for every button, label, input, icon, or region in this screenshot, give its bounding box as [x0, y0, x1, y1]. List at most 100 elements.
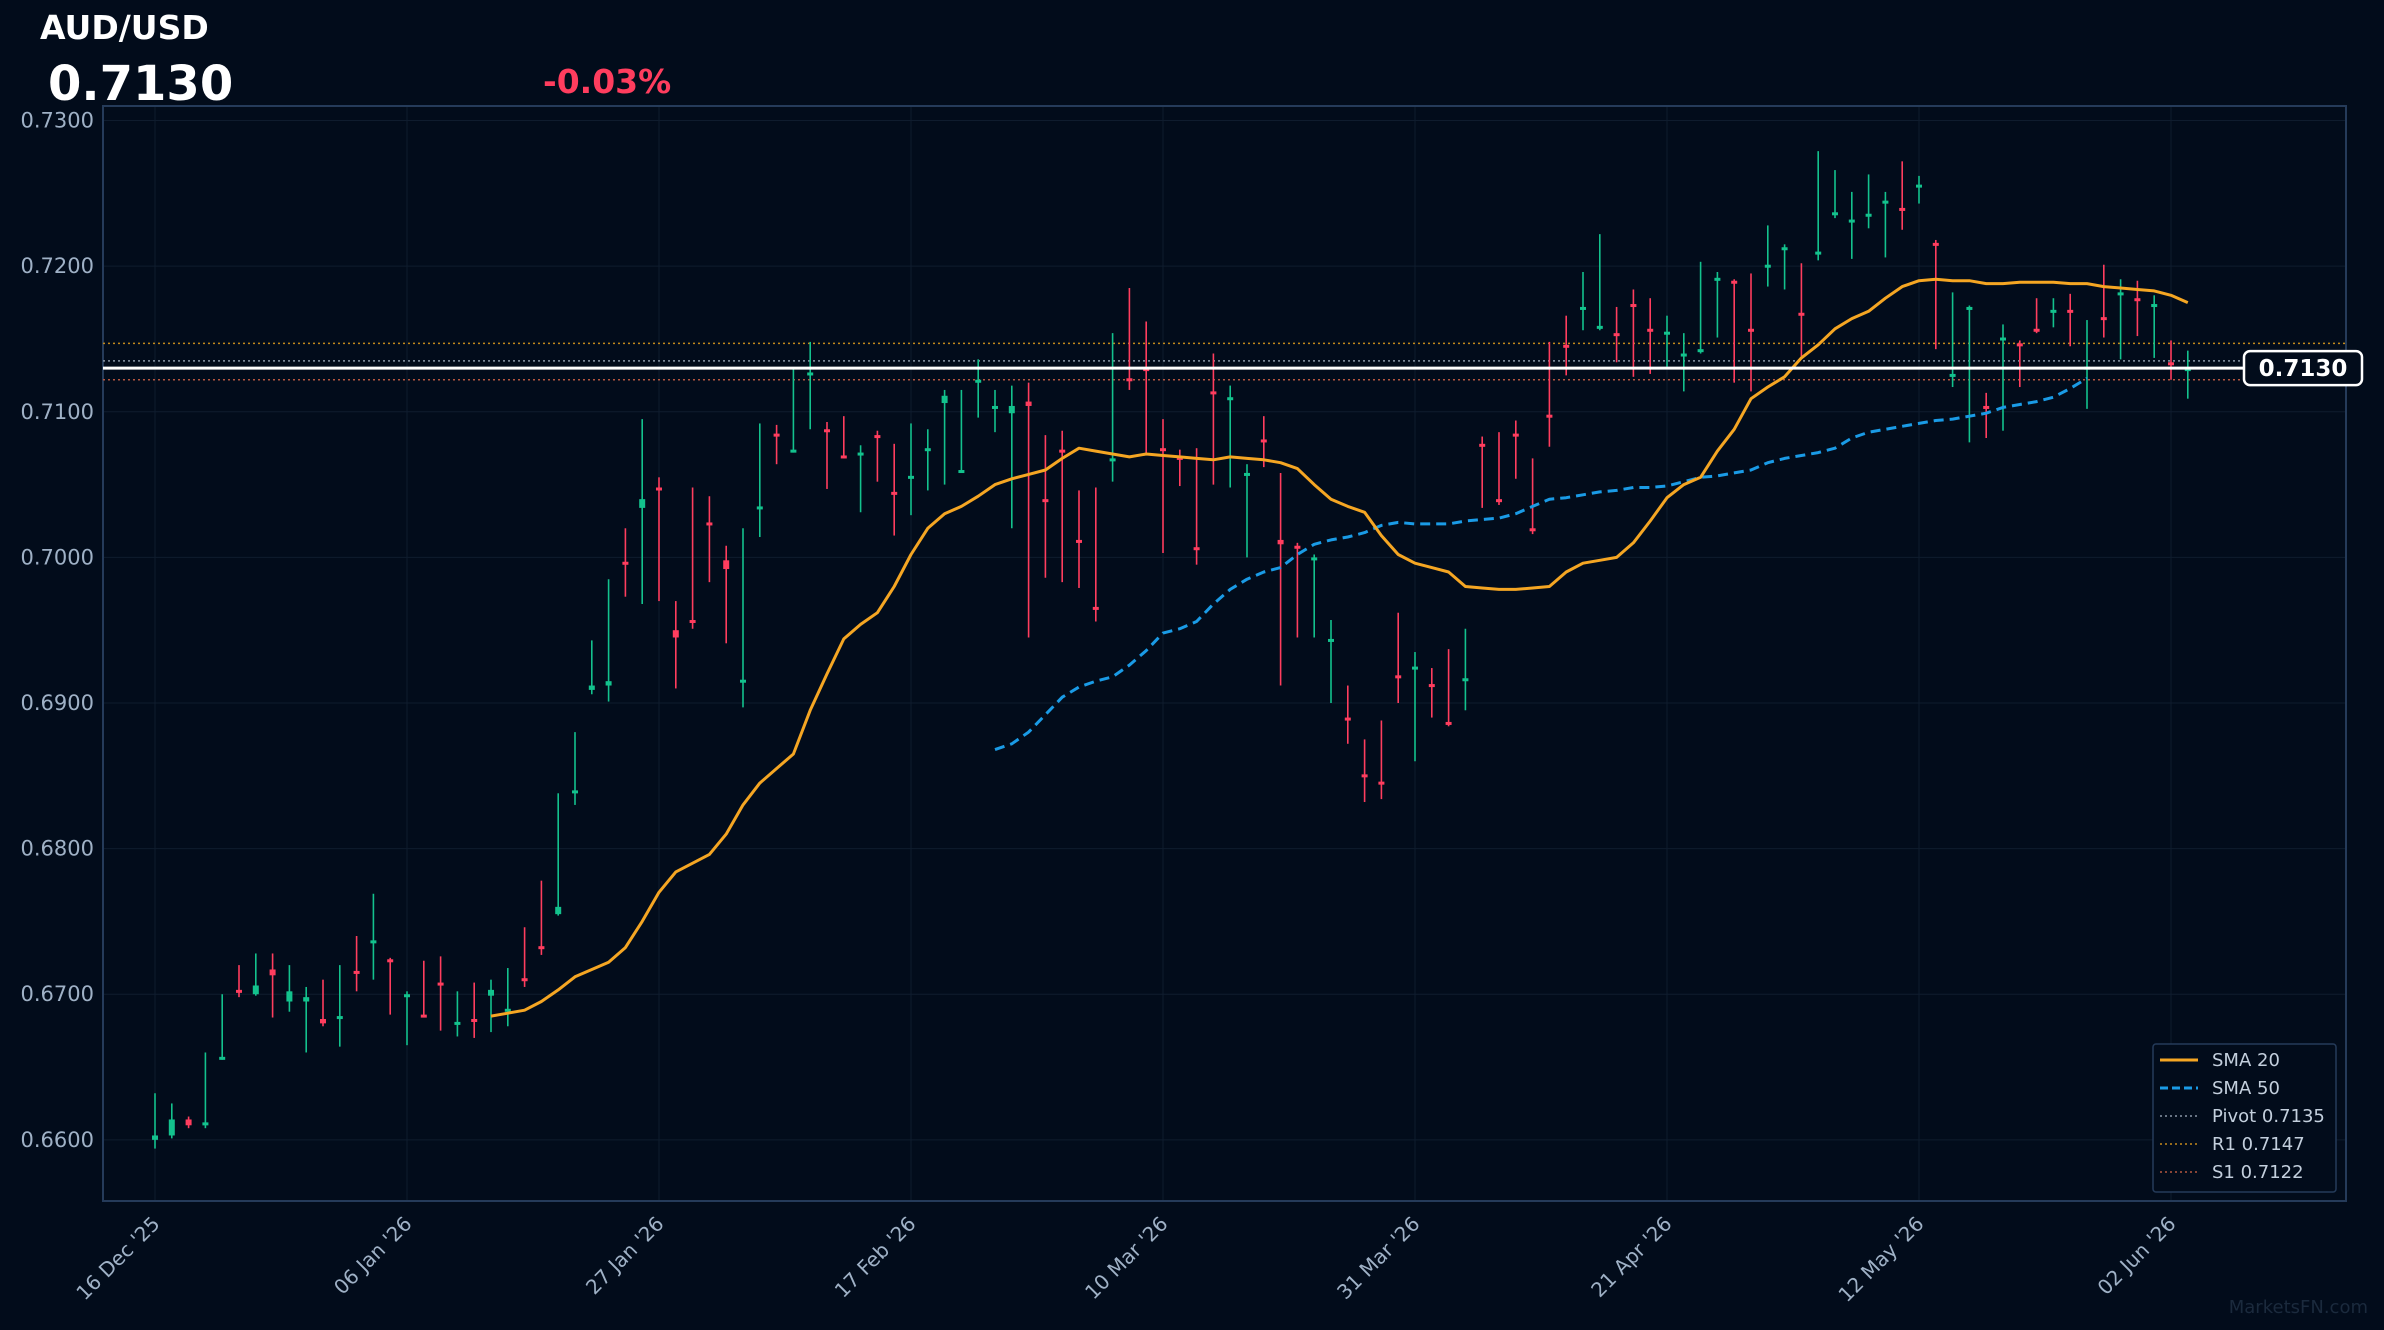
candle	[723, 545, 730, 644]
candle-body	[1076, 539, 1082, 543]
legend-pivot-label: Pivot 0.7135	[2212, 1106, 2325, 1127]
candle-body	[992, 405, 998, 409]
candle	[706, 496, 713, 583]
candle-body	[1680, 353, 1687, 357]
candle	[1176, 449, 1183, 487]
candle-body	[1882, 200, 1889, 204]
candle-body	[1697, 349, 1704, 353]
candle	[404, 991, 410, 1046]
candle	[941, 389, 948, 485]
last-price-tag: 0.7130	[2242, 349, 2364, 387]
candle	[1714, 271, 1721, 338]
candle-body	[1109, 458, 1116, 462]
candle	[790, 368, 797, 453]
candle-body	[689, 620, 696, 624]
candle	[1109, 333, 1116, 482]
candle-body	[1294, 545, 1301, 549]
candle-body	[202, 1122, 209, 1126]
candle-body	[437, 982, 444, 986]
candle	[1244, 464, 1250, 558]
current-price: 0.7130	[48, 56, 234, 112]
price-change-percent: -0.03%	[543, 62, 672, 101]
grid	[103, 106, 2346, 1201]
candle-body	[857, 452, 864, 456]
candle-body	[488, 989, 494, 996]
candle-body	[1160, 448, 1166, 452]
candle	[1361, 739, 1368, 803]
candle	[857, 445, 864, 513]
candle-body	[2067, 309, 2074, 313]
candle	[555, 793, 562, 916]
candle-body	[1949, 373, 1956, 377]
candle-body	[2117, 292, 2124, 296]
candle-body	[740, 679, 746, 683]
candle	[1932, 239, 1939, 350]
candle-body	[2000, 337, 2006, 341]
candle-body	[2151, 304, 2158, 308]
candle	[1277, 472, 1284, 686]
candle-body	[588, 685, 595, 690]
candle	[1479, 436, 1486, 508]
candle	[1059, 430, 1066, 583]
candle-body	[1361, 774, 1368, 778]
candle-body	[874, 435, 881, 439]
candle	[2016, 340, 2023, 388]
candle	[1697, 261, 1704, 354]
candle-body	[1983, 405, 1990, 409]
candle	[874, 430, 881, 482]
candle	[891, 443, 898, 536]
candle-body	[370, 940, 377, 944]
candle	[672, 601, 679, 689]
candle-body	[1210, 391, 1217, 395]
candle-body	[1042, 499, 1049, 503]
candle	[1949, 292, 1956, 388]
candle-body	[1630, 304, 1637, 308]
candle	[286, 965, 293, 1012]
candle	[1580, 271, 1586, 331]
candle	[1983, 392, 1990, 438]
candle-body	[303, 997, 310, 1002]
candle-body	[1462, 678, 1469, 682]
candle-body	[1428, 684, 1435, 688]
candle-body	[1932, 242, 1939, 246]
candle-body	[420, 1014, 427, 1018]
candle	[269, 953, 276, 1018]
candle-body	[1277, 539, 1284, 545]
candle-body	[2016, 343, 2023, 347]
candle-body	[1092, 606, 1099, 610]
candle	[2151, 295, 2158, 358]
x-tick-label: 17 Feb '26	[830, 1212, 921, 1303]
candle-body	[975, 379, 982, 383]
candle	[605, 579, 612, 702]
candle-body	[1865, 213, 1872, 217]
candle	[1344, 685, 1351, 744]
candle	[740, 528, 746, 708]
candle	[1412, 652, 1418, 762]
candle	[1647, 298, 1654, 374]
candle	[1630, 289, 1637, 377]
candle	[185, 1116, 192, 1129]
candle-body	[1378, 781, 1385, 785]
candle-body	[185, 1119, 192, 1126]
candle-body	[840, 455, 847, 459]
candles	[152, 151, 2191, 1149]
candle-body	[639, 499, 646, 508]
candle	[2084, 320, 2090, 409]
y-tick-label: 0.6600	[21, 1128, 94, 1152]
candle	[1462, 628, 1469, 711]
candle-body	[1059, 449, 1066, 453]
candle-body	[404, 994, 410, 998]
candle	[1160, 419, 1166, 554]
candle	[353, 935, 360, 992]
candle-body	[1412, 666, 1418, 670]
candle	[1076, 490, 1082, 588]
candle-body	[1025, 401, 1032, 406]
candle	[488, 979, 494, 1033]
candle	[1865, 174, 1872, 229]
candle-body	[1798, 312, 1805, 316]
candle	[689, 487, 696, 629]
candle	[1529, 458, 1536, 535]
candle-body	[2033, 328, 2040, 332]
last-price-tag-label: 0.7130	[2259, 356, 2348, 382]
candle-body	[1512, 433, 1519, 437]
